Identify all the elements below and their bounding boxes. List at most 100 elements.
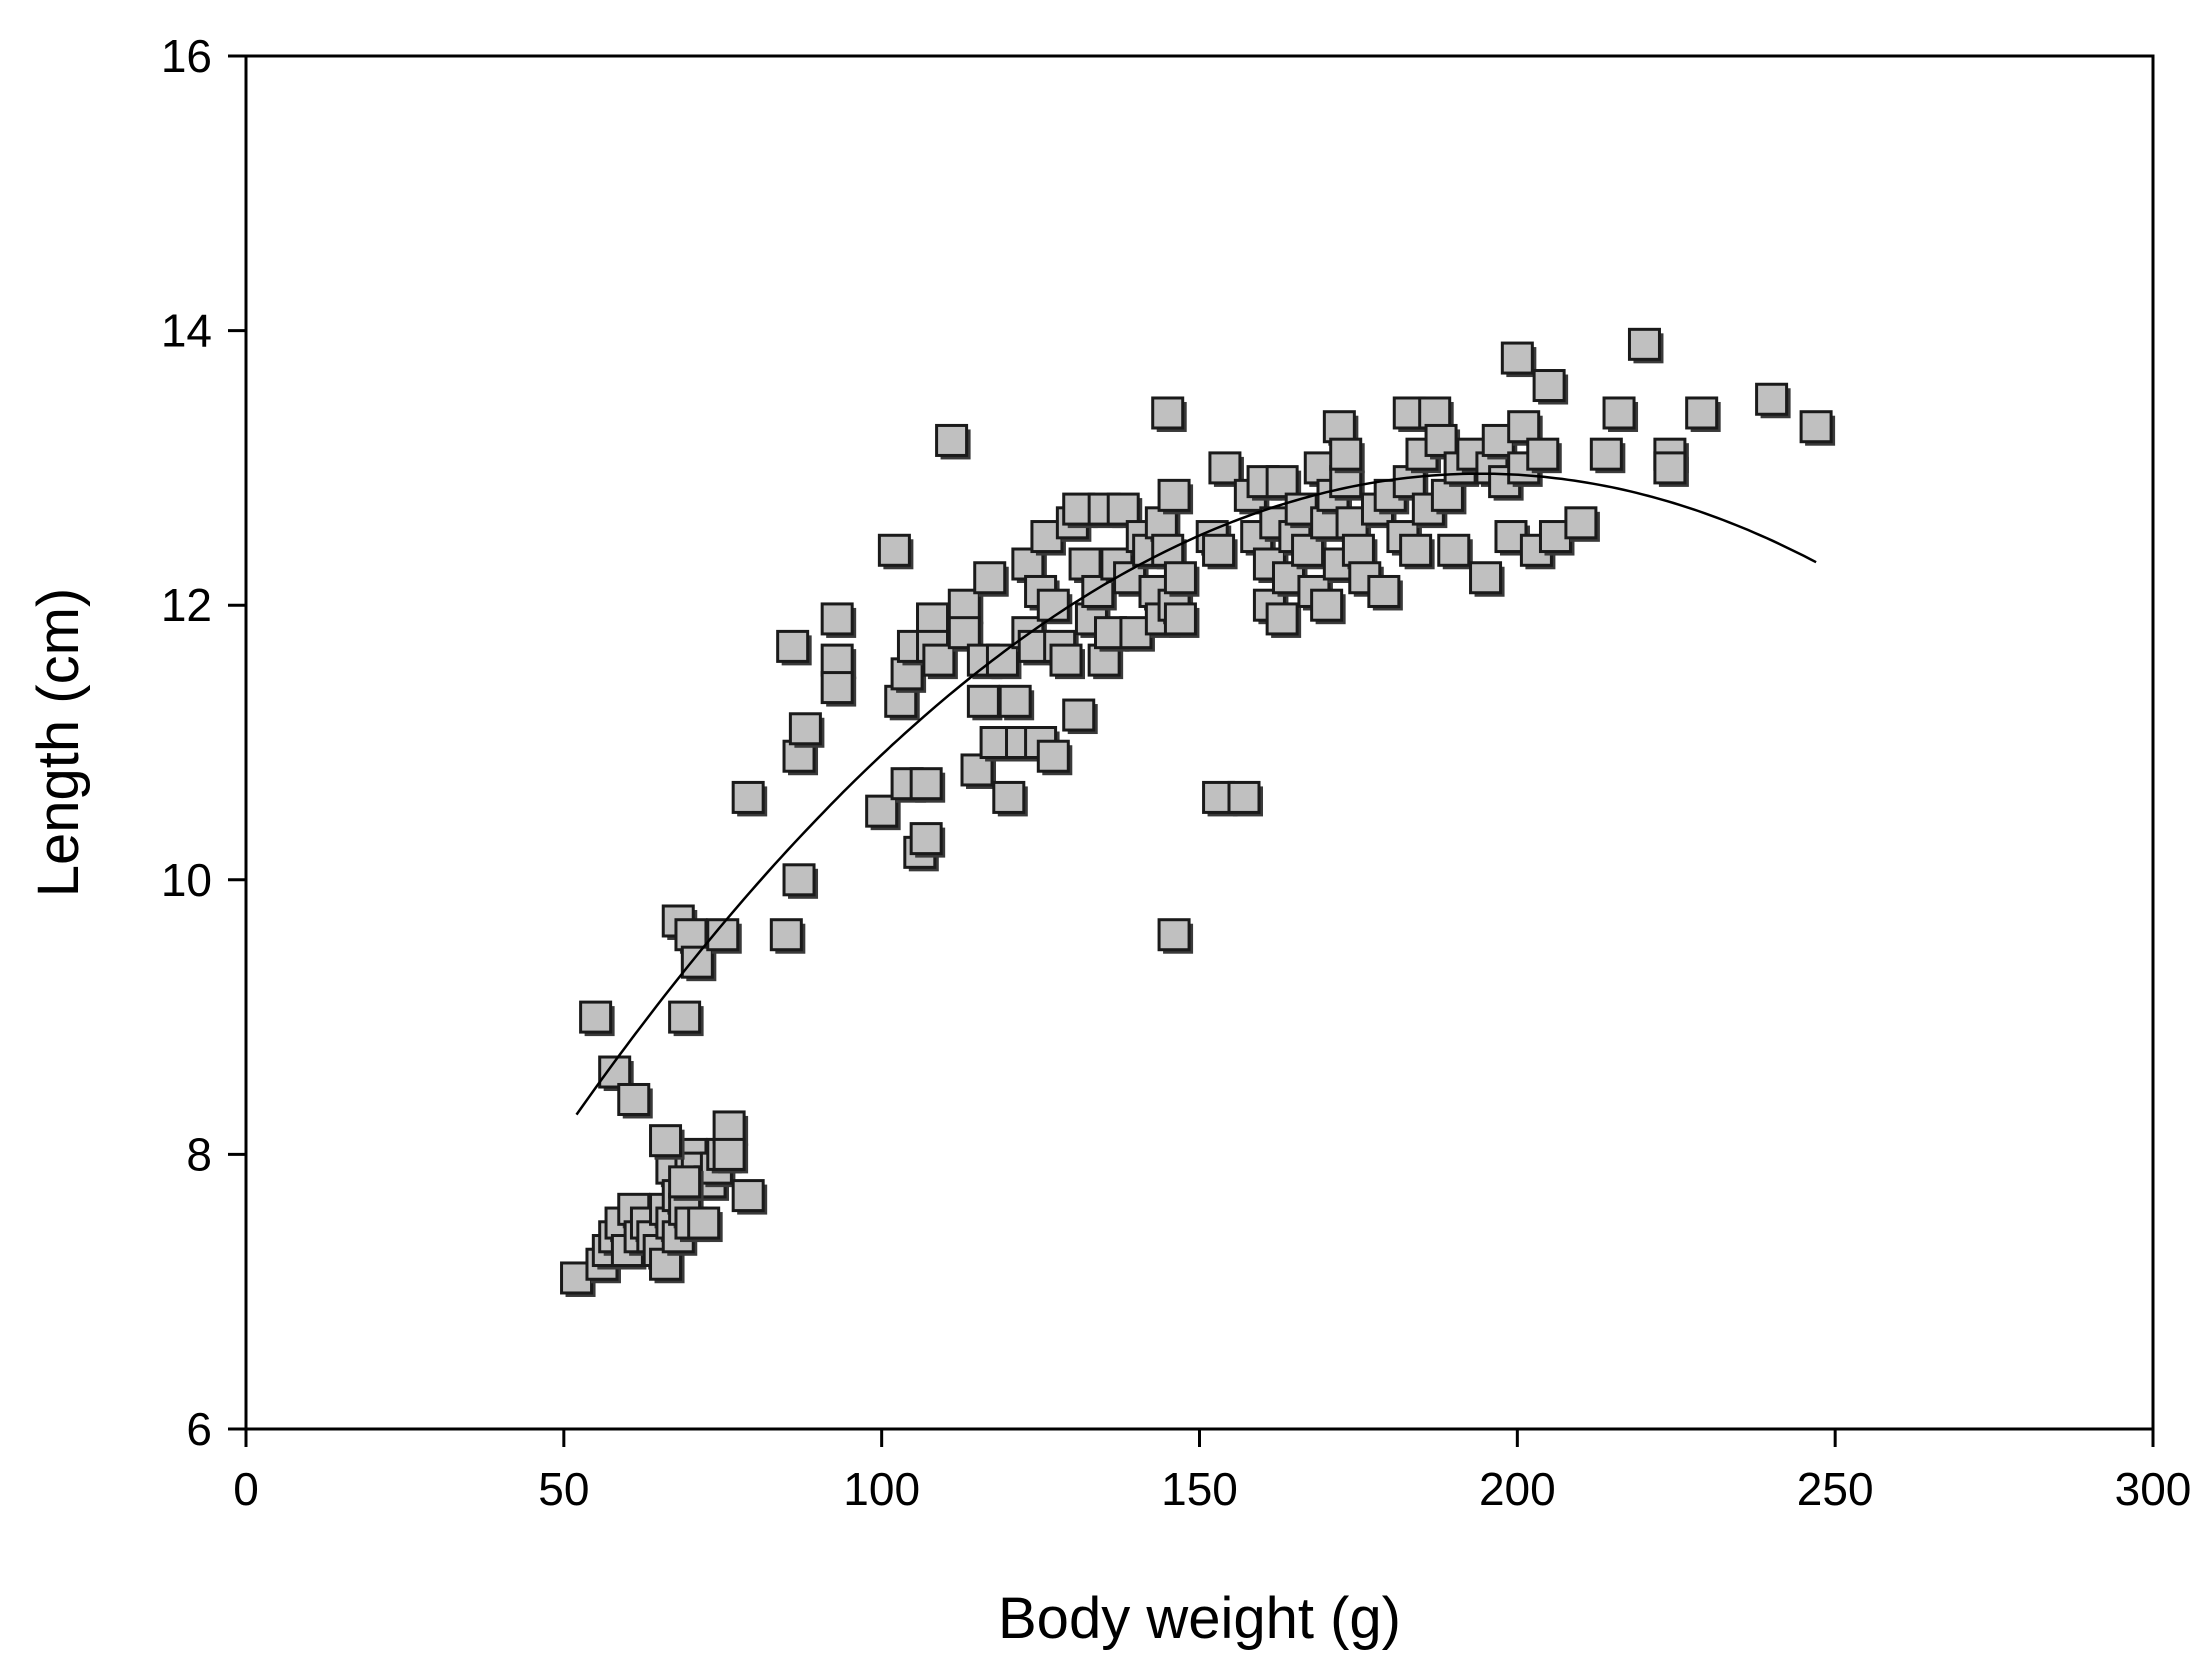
data-point bbox=[687, 1206, 723, 1243]
data-point bbox=[1507, 410, 1543, 446]
data-point bbox=[776, 629, 812, 666]
data-point bbox=[865, 794, 901, 831]
data-point bbox=[1627, 327, 1664, 364]
data-point bbox=[788, 712, 825, 748]
data-point-marker bbox=[1341, 533, 1375, 567]
y-tick-label: 8 bbox=[186, 1128, 212, 1180]
data-point bbox=[668, 1165, 704, 1201]
data-point bbox=[1469, 561, 1505, 597]
data-point-marker bbox=[769, 918, 803, 952]
data-point-marker bbox=[1564, 506, 1598, 540]
data-point-marker bbox=[1265, 602, 1299, 636]
data-point-marker bbox=[1036, 588, 1070, 622]
data-point-marker bbox=[687, 1206, 721, 1240]
data-point bbox=[1685, 396, 1721, 432]
data-point-marker bbox=[680, 945, 714, 979]
data-point bbox=[890, 657, 927, 693]
data-point bbox=[1291, 533, 1327, 570]
data-point-marker bbox=[1227, 780, 1261, 814]
data-point-marker bbox=[1036, 739, 1070, 773]
data-point-marker bbox=[1106, 492, 1140, 526]
data-point bbox=[1062, 698, 1098, 735]
data-point bbox=[1755, 382, 1791, 419]
data-point-marker bbox=[1589, 437, 1623, 471]
data-point-marker bbox=[1367, 574, 1401, 608]
data-point bbox=[966, 684, 1003, 721]
data-point bbox=[1500, 341, 1537, 378]
y-tick-label: 14 bbox=[161, 305, 212, 357]
data-point-marker bbox=[820, 671, 854, 705]
y-tick-label: 6 bbox=[186, 1403, 212, 1455]
data-point bbox=[712, 1110, 749, 1146]
data-point bbox=[680, 945, 717, 982]
data-point bbox=[1227, 780, 1263, 817]
data-point-marker bbox=[992, 780, 1026, 814]
data-point-marker bbox=[731, 1179, 765, 1213]
data-point bbox=[1367, 574, 1403, 611]
x-tick-label: 200 bbox=[1479, 1463, 1556, 1515]
data-point-marker bbox=[922, 643, 956, 677]
data-point bbox=[1653, 451, 1689, 487]
data-point-marker bbox=[1469, 561, 1503, 595]
data-point bbox=[922, 643, 958, 680]
data-point bbox=[998, 684, 1035, 721]
data-point-marker bbox=[1049, 643, 1083, 677]
data-point-marker bbox=[1011, 547, 1045, 581]
data-point-marker bbox=[1163, 602, 1197, 636]
data-point bbox=[1526, 437, 1562, 474]
data-point-marker bbox=[1653, 451, 1687, 485]
data-point-marker bbox=[1329, 437, 1363, 471]
data-point bbox=[769, 918, 806, 954]
data-point bbox=[820, 671, 857, 707]
data-point-marker bbox=[1685, 396, 1719, 430]
data-point-marker bbox=[712, 1137, 746, 1171]
data-point-marker bbox=[1399, 533, 1433, 567]
data-point-marker bbox=[668, 1000, 702, 1034]
data-point-marker bbox=[674, 918, 708, 952]
data-point-marker bbox=[1265, 465, 1299, 499]
data-point-marker bbox=[1627, 327, 1661, 361]
data-point bbox=[1589, 437, 1626, 474]
data-point-marker bbox=[1424, 423, 1458, 457]
data-point-marker bbox=[1310, 588, 1344, 622]
data-point-marker bbox=[973, 561, 1007, 595]
data-point-marker bbox=[1062, 698, 1096, 732]
data-point-marker bbox=[966, 684, 1000, 718]
data-point-marker bbox=[1322, 410, 1356, 444]
axes-layer: 0 50 100 150 200 250 300 6 8 10 12 14 16 bbox=[161, 30, 2192, 1515]
data-point-marker bbox=[731, 780, 765, 814]
data-point bbox=[1532, 369, 1569, 405]
data-point-marker bbox=[1291, 533, 1325, 567]
data-point-marker bbox=[1151, 396, 1185, 430]
data-point bbox=[1208, 451, 1244, 487]
data-point-marker bbox=[1208, 451, 1242, 485]
data-point-marker bbox=[1799, 410, 1833, 444]
data-point bbox=[1049, 643, 1086, 680]
y-tick-label: 12 bbox=[161, 579, 212, 631]
points-layer bbox=[560, 327, 1836, 1297]
data-point bbox=[731, 1179, 768, 1215]
data-point-marker bbox=[1602, 396, 1636, 430]
data-point bbox=[1564, 506, 1600, 542]
data-point bbox=[649, 1124, 685, 1160]
x-tick-label: 250 bbox=[1797, 1463, 1874, 1515]
data-point-marker bbox=[782, 863, 816, 897]
data-point-marker bbox=[579, 1000, 613, 1034]
data-point bbox=[985, 643, 1022, 680]
data-point bbox=[1202, 533, 1238, 570]
x-tick-label: 300 bbox=[2115, 1463, 2192, 1515]
data-point bbox=[1157, 918, 1194, 954]
data-point bbox=[1799, 410, 1836, 446]
data-point bbox=[909, 767, 946, 803]
x-tick-label: 100 bbox=[843, 1463, 920, 1515]
y-tick-label: 10 bbox=[161, 854, 212, 906]
x-tick-label: 150 bbox=[1161, 1463, 1238, 1515]
data-point bbox=[909, 822, 946, 858]
data-point-marker bbox=[947, 588, 981, 622]
data-point-marker bbox=[649, 1124, 683, 1158]
y-axis-title: Length (cm) bbox=[26, 588, 91, 897]
data-point bbox=[617, 1082, 653, 1119]
data-point bbox=[820, 602, 857, 638]
data-point bbox=[782, 863, 819, 899]
